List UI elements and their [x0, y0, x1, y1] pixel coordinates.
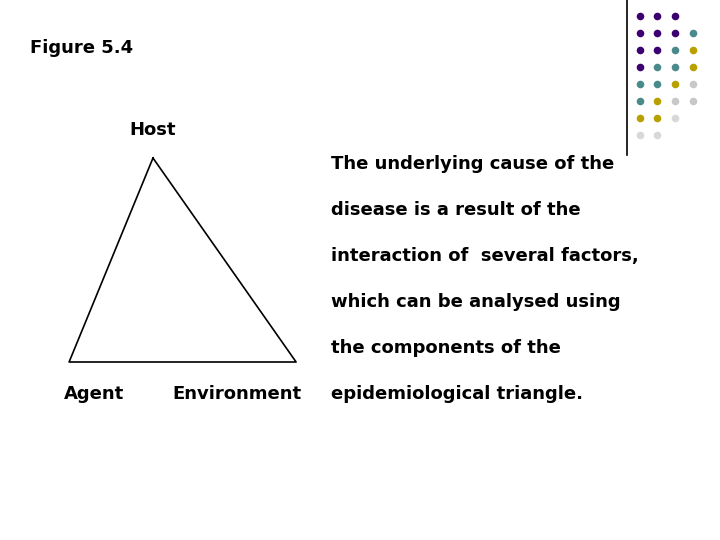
Point	[670, 97, 681, 105]
Point	[652, 63, 663, 71]
Point	[634, 114, 645, 123]
Point	[687, 80, 698, 89]
Point	[652, 29, 663, 37]
Text: Figure 5.4: Figure 5.4	[30, 39, 132, 57]
Text: interaction of  several factors,: interaction of several factors,	[330, 247, 639, 265]
Point	[652, 12, 663, 21]
Point	[687, 97, 698, 105]
Point	[634, 63, 645, 71]
Point	[670, 63, 681, 71]
Point	[652, 46, 663, 55]
Point	[634, 12, 645, 21]
Point	[687, 63, 698, 71]
Point	[652, 80, 663, 89]
Point	[634, 46, 645, 55]
Text: Host: Host	[130, 121, 176, 139]
Point	[634, 80, 645, 89]
Text: the components of the: the components of the	[330, 339, 560, 357]
Point	[670, 29, 681, 37]
Point	[652, 131, 663, 139]
Point	[652, 114, 663, 123]
Text: epidemiological triangle.: epidemiological triangle.	[330, 385, 582, 403]
Text: which can be analysed using: which can be analysed using	[330, 293, 620, 311]
Point	[670, 12, 681, 21]
Text: The underlying cause of the: The underlying cause of the	[330, 155, 614, 173]
Point	[687, 46, 698, 55]
Point	[670, 46, 681, 55]
Point	[634, 131, 645, 139]
Point	[670, 114, 681, 123]
Text: Agent: Agent	[64, 385, 125, 403]
Point	[634, 29, 645, 37]
Text: Environment: Environment	[173, 385, 302, 403]
Point	[670, 80, 681, 89]
Text: disease is a result of the: disease is a result of the	[330, 201, 580, 219]
Point	[687, 29, 698, 37]
Point	[634, 97, 645, 105]
Point	[652, 97, 663, 105]
